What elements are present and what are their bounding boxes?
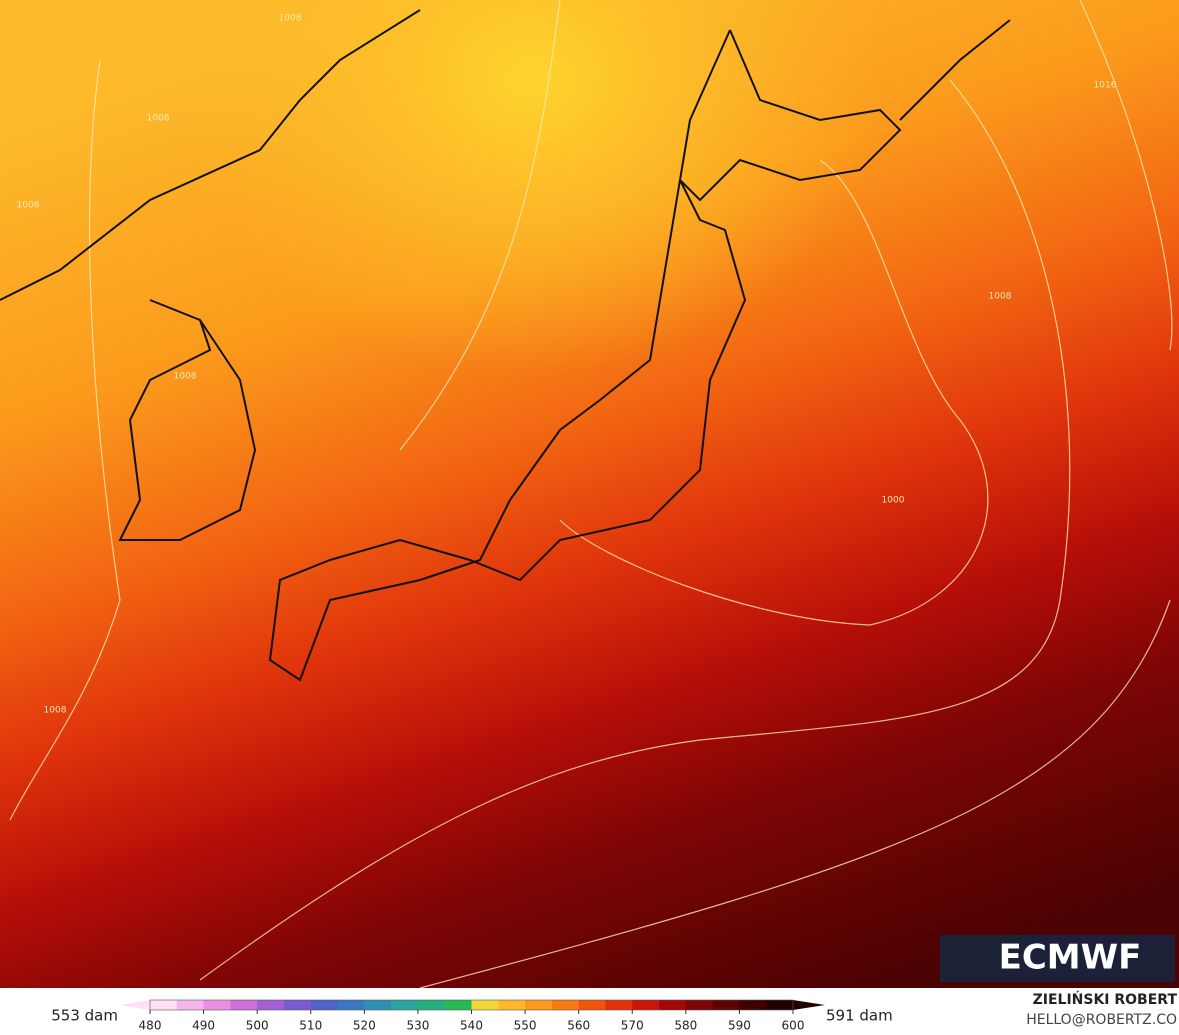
legend-min: 553 dam bbox=[51, 1007, 118, 1025]
legend-max: 591 dam bbox=[826, 1007, 893, 1025]
logo: ECMWF bbox=[999, 938, 1142, 978]
colorbar-segment bbox=[766, 1000, 794, 1010]
colorbar-segment bbox=[444, 1000, 472, 1010]
colorbar-segment bbox=[257, 1000, 285, 1010]
colorbar-segment bbox=[150, 1000, 178, 1010]
author: ZIELIŃSKI ROBERT bbox=[1033, 990, 1178, 1008]
contour-label: 1008 bbox=[989, 292, 1012, 302]
map: 1008 1008 1008 1008 1000 1008 1016 1008 bbox=[0, 0, 1179, 989]
colorbar-tick-label: 530 bbox=[406, 1019, 429, 1033]
coastlines bbox=[0, 9, 1011, 682]
colorbar-tick-label: 490 bbox=[192, 1019, 215, 1033]
contour-label: 1016 bbox=[1094, 81, 1117, 91]
colorbar-segment bbox=[417, 1000, 446, 1010]
contour-label: 1008 bbox=[17, 201, 40, 211]
contour-label: 1008 bbox=[44, 706, 67, 716]
colorbar-segment bbox=[525, 1000, 553, 1010]
footer bbox=[0, 988, 1179, 1035]
colorbar-segment bbox=[659, 1000, 687, 1010]
colorbar-tick-label: 570 bbox=[621, 1019, 644, 1033]
contour-labels: 1008 1008 1008 1008 1000 1008 1016 1008 bbox=[17, 14, 1117, 716]
colorbar-segment bbox=[310, 1000, 339, 1010]
contour-label: 1000 bbox=[882, 496, 905, 506]
field-highlight bbox=[0, 0, 1179, 988]
colorbar-segment bbox=[498, 1000, 526, 1010]
contour-label: 1008 bbox=[279, 14, 302, 24]
colorbar-segment bbox=[176, 1000, 205, 1010]
colorbar-tick-label: 590 bbox=[728, 1019, 751, 1033]
colorbar-segment bbox=[578, 1000, 606, 1010]
colorbar-tick-label: 560 bbox=[567, 1019, 590, 1033]
colorbar-arrow-high bbox=[793, 1000, 825, 1010]
colorbar-segment bbox=[471, 1000, 499, 1010]
colorbar-segment bbox=[605, 1000, 633, 1010]
colorbar: 480 490 500 510 520 530 540 550 560 570 580 590 600 bbox=[120, 999, 825, 1033]
colorbar-segment bbox=[685, 1000, 714, 1010]
contour-label: 1008 bbox=[174, 372, 197, 382]
colorbar-segment bbox=[551, 1000, 580, 1010]
colorbar-segment bbox=[203, 1000, 231, 1010]
colorbar-segment bbox=[283, 1000, 312, 1010]
colorbar-tick-label: 600 bbox=[782, 1019, 805, 1033]
colorbar-tick-label: 580 bbox=[674, 1019, 697, 1033]
colorbar-segment bbox=[712, 1000, 740, 1010]
colorbar-tick-label: 500 bbox=[246, 1019, 269, 1033]
colorbar-segment bbox=[364, 1000, 392, 1010]
logo-box bbox=[940, 935, 1175, 982]
colorbar-segment bbox=[337, 1000, 365, 1010]
colorbar-segment bbox=[739, 1000, 767, 1010]
contact: HELLO@ROBERTZ.CO bbox=[1026, 1012, 1177, 1028]
colorbar-segment bbox=[391, 1000, 419, 1010]
colorbar-arrow-low bbox=[120, 1000, 150, 1010]
isobars bbox=[9, 0, 1173, 989]
contour-label: 1008 bbox=[147, 114, 170, 124]
colorbar-tick-label: 480 bbox=[139, 1019, 162, 1033]
colorbar-tick-label: 550 bbox=[514, 1019, 537, 1033]
colorbar-tick-label: 510 bbox=[299, 1019, 322, 1033]
colorbar-segment bbox=[230, 1000, 258, 1010]
colorbar-tick-label: 540 bbox=[460, 1019, 483, 1033]
colorbar-segment bbox=[632, 1000, 660, 1010]
colorbar-tick-label: 520 bbox=[353, 1019, 376, 1033]
